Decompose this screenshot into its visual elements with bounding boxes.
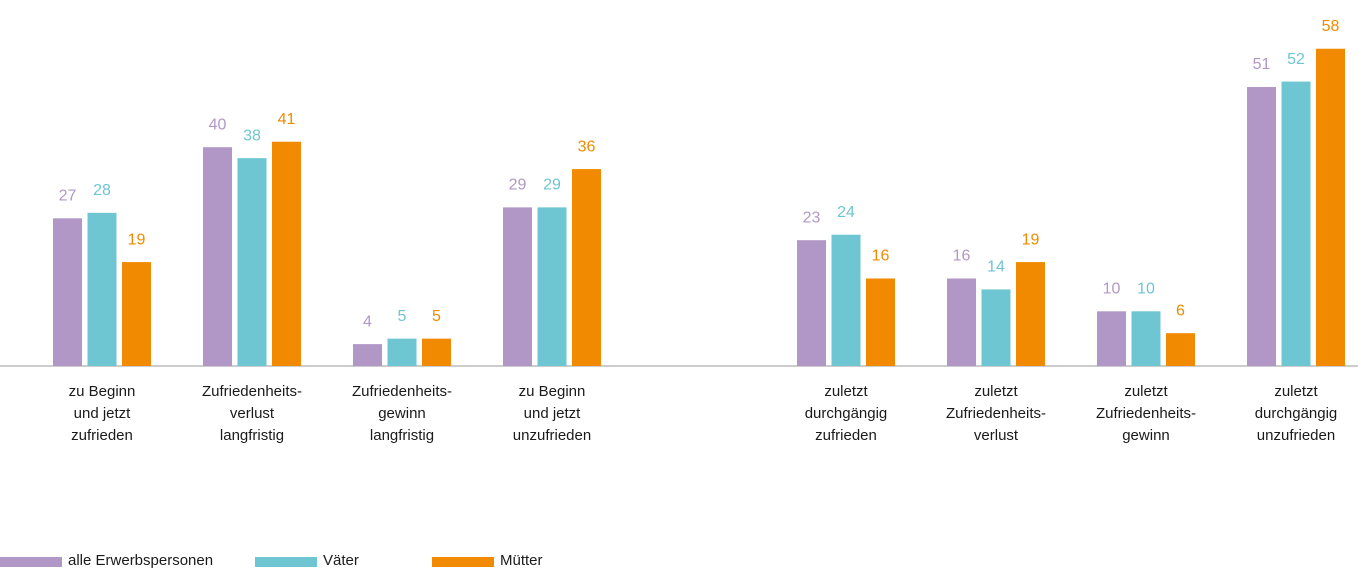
bar bbox=[237, 158, 267, 366]
value-label: 24 bbox=[837, 204, 855, 221]
value-label: 6 bbox=[1176, 302, 1185, 319]
value-label: 19 bbox=[1022, 231, 1040, 248]
x-tick-label: zuletzt durchgängig unzufrieden bbox=[1255, 383, 1338, 444]
value-label: 38 bbox=[243, 127, 261, 144]
value-label: 28 bbox=[93, 182, 111, 199]
bar bbox=[1166, 333, 1195, 366]
x-tick-label: Zufriedenheits-verlust langfristig bbox=[202, 383, 302, 444]
value-label: 29 bbox=[543, 177, 561, 194]
value-label: 19 bbox=[128, 231, 146, 248]
value-label: 41 bbox=[278, 111, 296, 128]
value-label: 10 bbox=[1103, 281, 1121, 298]
bar bbox=[53, 218, 82, 366]
bar bbox=[353, 344, 382, 366]
bar bbox=[947, 278, 976, 366]
bar bbox=[797, 240, 826, 366]
legend-label: alle Erwerbspersonen bbox=[68, 552, 213, 569]
value-label: 16 bbox=[872, 248, 890, 265]
value-label: 52 bbox=[1287, 51, 1305, 68]
bar bbox=[272, 141, 301, 366]
value-label: 29 bbox=[509, 177, 527, 194]
bar bbox=[1247, 87, 1276, 366]
bar bbox=[572, 169, 601, 366]
bar bbox=[122, 262, 151, 366]
x-tick-label: zu Beginn und jetzt zufrieden bbox=[69, 383, 136, 444]
bar bbox=[387, 338, 417, 366]
bar bbox=[1097, 311, 1126, 366]
legend-swatch bbox=[0, 557, 62, 567]
legend-swatch bbox=[255, 557, 317, 567]
value-label: 27 bbox=[59, 188, 77, 205]
x-tick-label: zu Beginn und jetzt unzufrieden bbox=[513, 383, 591, 444]
bar bbox=[1281, 81, 1311, 366]
value-label: 5 bbox=[432, 308, 441, 325]
value-label: 40 bbox=[209, 116, 227, 133]
bar bbox=[1316, 48, 1345, 367]
value-label: 5 bbox=[398, 308, 407, 325]
bar bbox=[87, 212, 117, 366]
bar bbox=[537, 207, 567, 366]
bar bbox=[1131, 311, 1161, 366]
value-label: 16 bbox=[953, 248, 971, 265]
legend-swatch bbox=[432, 557, 494, 567]
bar bbox=[1016, 262, 1045, 366]
bar bbox=[866, 278, 895, 366]
bar bbox=[203, 147, 232, 366]
value-label: 4 bbox=[363, 313, 372, 330]
value-label: 14 bbox=[987, 259, 1005, 276]
bar bbox=[981, 289, 1011, 366]
legend-label: Mütter bbox=[500, 552, 543, 569]
bar bbox=[503, 207, 532, 366]
x-tick-label: zuletzt Zufriedenheits-gewinn bbox=[1096, 383, 1196, 444]
bar bbox=[831, 234, 861, 366]
value-label: 58 bbox=[1322, 18, 1340, 35]
x-tick-label: zuletzt durchgängig zufrieden bbox=[805, 383, 888, 444]
x-tick-label: Zufriedenheits-gewinn langfristig bbox=[352, 383, 452, 444]
bar bbox=[422, 338, 451, 366]
legend-label: Väter bbox=[323, 552, 359, 569]
value-label: 23 bbox=[803, 209, 821, 226]
value-label: 10 bbox=[1137, 281, 1155, 298]
value-label: 36 bbox=[578, 138, 596, 155]
x-tick-label: zuletzt Zufriedenheits-verlust bbox=[946, 383, 1046, 444]
value-label: 51 bbox=[1253, 56, 1271, 73]
